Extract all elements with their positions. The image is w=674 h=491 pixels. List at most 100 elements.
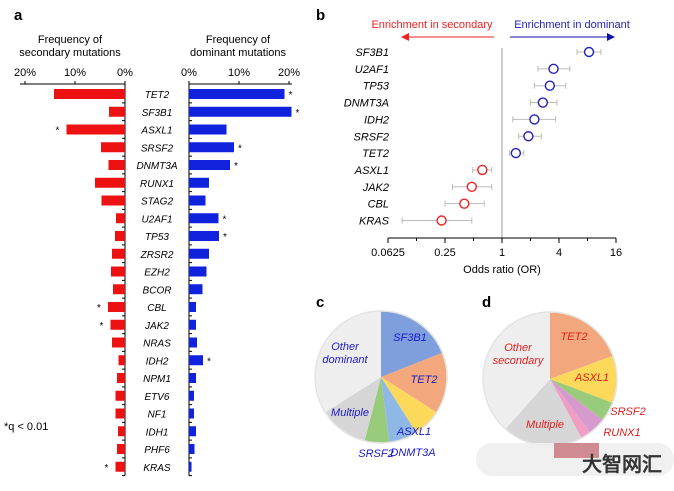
gene-label: U2AF1 bbox=[355, 64, 389, 76]
x-tick-label: 1 bbox=[499, 247, 505, 259]
pie-label: RUNX1 bbox=[603, 427, 640, 439]
dominant-bar-DNMT3A bbox=[189, 160, 230, 170]
significance-marker: * bbox=[289, 90, 293, 101]
secondary-bar-ASXL1 bbox=[66, 124, 125, 135]
secondary-bar-TP53 bbox=[115, 231, 125, 241]
panel-label-c: c bbox=[316, 294, 324, 311]
secondary-bar-KRAS bbox=[115, 461, 125, 472]
pie-slice-tet2 bbox=[381, 352, 447, 413]
panel-b-forest-plot: 0.0625 0.25 1 4 16 Odds ratio (OR) Enrichment … bbox=[344, 19, 630, 276]
dominant-bar-IDH2 bbox=[189, 355, 203, 366]
secondary-bar-DNMT3A bbox=[108, 160, 125, 170]
pie-label: TET2 bbox=[411, 374, 438, 386]
secondary-bar-JAK2 bbox=[110, 319, 125, 330]
gene-label: IDH2 bbox=[146, 356, 169, 367]
gene-label: SRSF2 bbox=[354, 131, 389, 143]
pie-slice-tet2 bbox=[550, 312, 613, 379]
dominant-bar-RUNX1 bbox=[189, 177, 209, 188]
dominant-bar-KRAS bbox=[189, 461, 192, 472]
left-x-tick-label: 20% bbox=[14, 67, 36, 79]
right-x-tick-label: 20% bbox=[278, 67, 300, 79]
right-x-tick-label: 10% bbox=[228, 67, 250, 79]
left-x-tick-label: 0% bbox=[117, 67, 133, 79]
pie-slice-srsf2 bbox=[550, 379, 613, 421]
secondary-bar-TET2 bbox=[54, 89, 125, 99]
odds-ratio-point-U2AF1 bbox=[548, 63, 559, 75]
secondary-bar-IDH1 bbox=[118, 426, 125, 437]
panel-label-b: b bbox=[316, 7, 325, 24]
pie-label: SRSF2 bbox=[610, 406, 645, 418]
dominant-bar-U2AF1 bbox=[189, 213, 219, 224]
gene-label: ASXL1 bbox=[140, 126, 172, 137]
dominant-bar-SRSF2 bbox=[189, 142, 234, 153]
gene-label: TP53 bbox=[363, 81, 390, 93]
panel-label-d: d bbox=[482, 294, 491, 311]
gene-label: JAK2 bbox=[362, 182, 389, 194]
secondary-bar-U2AF1 bbox=[116, 213, 125, 224]
secondary-bar-EZH2 bbox=[111, 266, 125, 277]
pie-slice-sf3b1 bbox=[381, 311, 443, 377]
secondary-bar-PHF6 bbox=[117, 444, 125, 454]
odds-ratio-point-DNMT3A bbox=[537, 97, 549, 108]
secondary-bar-RUNX1 bbox=[95, 177, 125, 188]
odds-ratio-point-TET2 bbox=[510, 147, 522, 159]
dominant-bar-EZH2 bbox=[189, 266, 207, 277]
dominant-bar-NRAS bbox=[189, 337, 197, 348]
secondary-bar-ETV6 bbox=[115, 390, 125, 401]
pie-slice-asxl1 bbox=[381, 377, 437, 433]
dominant-bar-NPM1 bbox=[189, 373, 196, 383]
pie-label: ASXL1 bbox=[396, 426, 431, 438]
significance-marker: * bbox=[207, 356, 211, 367]
arrowhead-secondary bbox=[401, 33, 409, 41]
pie-label: Multiple bbox=[526, 419, 564, 431]
significance-marker: * bbox=[97, 303, 101, 314]
gene-label: DNMT3A bbox=[344, 98, 389, 110]
dominant-bar-TP53 bbox=[189, 231, 219, 241]
dominant-bar-IDH1 bbox=[189, 426, 196, 437]
secondary-bar-NPM1 bbox=[117, 373, 125, 383]
gene-label: ZRSR2 bbox=[140, 250, 174, 261]
x-tick-label: 0.25 bbox=[434, 247, 455, 259]
secondary-bar-BCOR bbox=[113, 284, 125, 295]
gene-label: SF3B1 bbox=[142, 108, 173, 119]
pie-label: SF3B1 bbox=[393, 332, 427, 344]
panel-d-pie-chart: TET2 ASXL1 SRSF2 RUNX1 Multiple Other secondar… bbox=[482, 311, 646, 447]
pie-label: ASXL1 bbox=[574, 372, 609, 384]
significance-marker: * bbox=[296, 108, 300, 119]
dominant-bar-JAK2 bbox=[189, 319, 196, 330]
gene-label: JAK2 bbox=[144, 321, 169, 332]
right-axis-title: dominant mutations bbox=[190, 47, 286, 59]
pie-slice-multiple bbox=[505, 379, 582, 447]
gene-label: STAG2 bbox=[141, 197, 173, 208]
secondary-bar-IDH2 bbox=[118, 355, 125, 366]
pie-slice-runx1 bbox=[550, 379, 603, 433]
gene-label: RUNX1 bbox=[140, 179, 174, 190]
dominant-bar-SF3B1 bbox=[189, 106, 292, 117]
pie-slice-multiple bbox=[325, 377, 381, 441]
secondary-bar-STAG2 bbox=[101, 195, 125, 206]
pie-slice-srsf2 bbox=[364, 377, 390, 444]
watermark: 大智网汇 bbox=[476, 443, 674, 476]
pie-label: Other secondary bbox=[493, 342, 545, 367]
watermark-text: 大智网汇 bbox=[582, 452, 662, 476]
x-tick-label: 16 bbox=[610, 247, 622, 259]
secondary-bar-SF3B1 bbox=[109, 106, 125, 117]
gene-label: SF3B1 bbox=[355, 47, 389, 59]
annotation-secondary: Enrichment in secondary bbox=[371, 19, 493, 31]
pie-slice-other-secondary bbox=[482, 312, 550, 429]
left-x-tick-label: 10% bbox=[64, 67, 86, 79]
odds-ratio-point-JAK2 bbox=[466, 181, 478, 193]
gene-label: CBL bbox=[368, 199, 389, 211]
secondary-bar-ZRSR2 bbox=[112, 248, 125, 259]
arrowhead-dominant bbox=[607, 33, 615, 41]
dominant-bar-STAG2 bbox=[189, 195, 206, 206]
odds-ratio-point-IDH2 bbox=[529, 114, 540, 125]
footnote: *q < 0.01 bbox=[4, 421, 48, 433]
dominant-bar-NF1 bbox=[189, 408, 194, 419]
significance-marker: * bbox=[223, 232, 227, 243]
gene-label: CBL bbox=[147, 303, 166, 314]
gene-label: NRAS bbox=[143, 339, 171, 350]
